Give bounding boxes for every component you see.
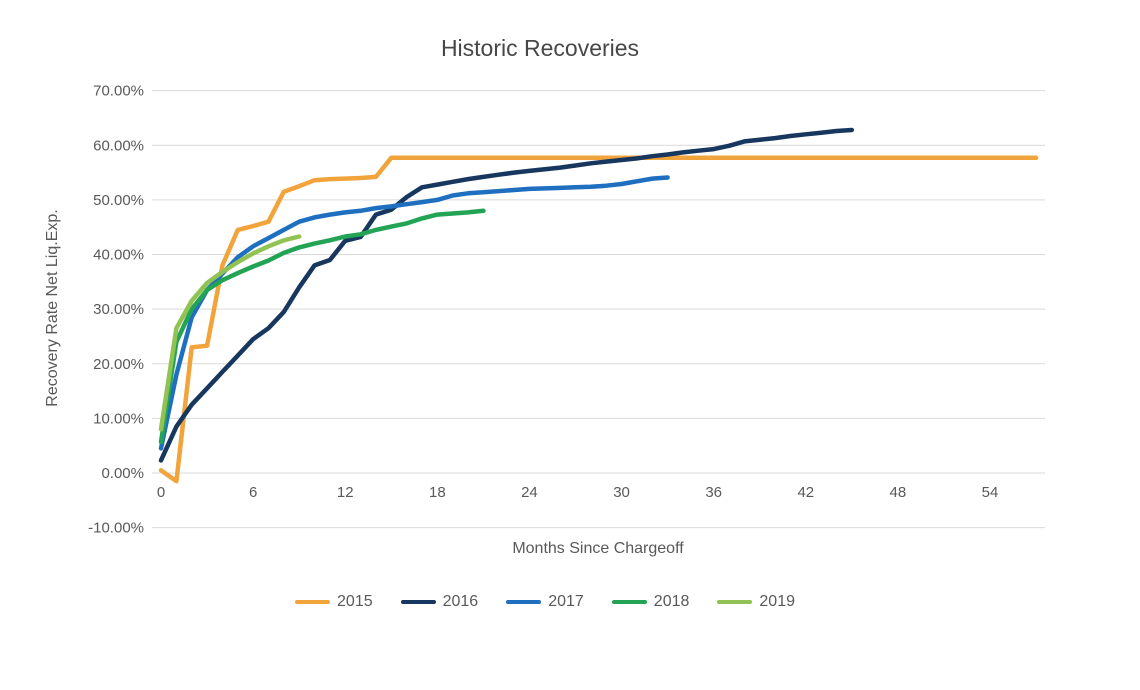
- y-tick-label: -10.00%: [88, 520, 144, 537]
- y-tick-label: 10.00%: [93, 410, 144, 427]
- series-line-2019: [158, 234, 302, 432]
- y-tick-label: 60.00%: [93, 137, 144, 154]
- x-tick-label: 12: [337, 484, 354, 501]
- x-tick-label: 18: [429, 484, 446, 501]
- chart-legend: 2015 2016 2017 2018 2019: [0, 593, 1090, 611]
- y-tick-label: 50.00%: [93, 192, 144, 209]
- legend-label: 2016: [442, 593, 479, 610]
- legend-item-2018: 2018: [611, 593, 690, 611]
- axis-tick-labels: 70.00%60.00%50.00%40.00%30.00%20.00%10.0…: [88, 83, 998, 537]
- legend-swatch-2018: [611, 600, 647, 604]
- y-axis-title: Recovery Rate Net Liq.Exp.: [44, 209, 61, 406]
- x-tick-label: 36: [705, 484, 722, 501]
- y-tick-label: 70.00%: [93, 83, 144, 100]
- legend-item-2017: 2017: [506, 593, 584, 611]
- gridlines: [152, 90, 1045, 529]
- legend-item-2019: 2019: [717, 593, 795, 611]
- legend-label: 2019: [759, 593, 795, 610]
- series-line-2016: [158, 127, 855, 463]
- legend-swatch-2019: [717, 600, 753, 604]
- legend-label: 2015: [337, 593, 373, 610]
- legend-item-2016: 2016: [400, 593, 479, 611]
- legend-swatch-2017: [506, 600, 542, 604]
- y-tick-label: 0.00%: [101, 465, 144, 482]
- x-axis-title: Months Since Chargeoff: [512, 540, 684, 557]
- y-tick-label: 40.00%: [93, 247, 144, 264]
- x-tick-label: 0: [157, 484, 165, 501]
- legend-label: 2018: [653, 593, 690, 610]
- chart-title: Historic Recoveries: [441, 35, 639, 61]
- x-tick-label: 54: [982, 484, 999, 501]
- legend-swatch-2016: [400, 600, 436, 604]
- x-tick-label: 24: [521, 484, 538, 501]
- y-tick-label: 30.00%: [93, 301, 144, 318]
- series-line-2017: [158, 175, 670, 451]
- series-line-2015: [158, 155, 1039, 484]
- y-tick-label: 20.00%: [93, 356, 144, 373]
- x-tick-label: 6: [249, 484, 257, 501]
- legend-label: 2017: [548, 593, 584, 610]
- series-line-2018: [158, 208, 486, 445]
- x-tick-label: 42: [797, 484, 814, 501]
- x-tick-label: 48: [890, 484, 907, 501]
- x-tick-label: 30: [613, 484, 630, 501]
- legend-swatch-2015: [295, 600, 331, 604]
- data-series: [158, 127, 1039, 484]
- legend-item-2015: 2015: [295, 593, 373, 611]
